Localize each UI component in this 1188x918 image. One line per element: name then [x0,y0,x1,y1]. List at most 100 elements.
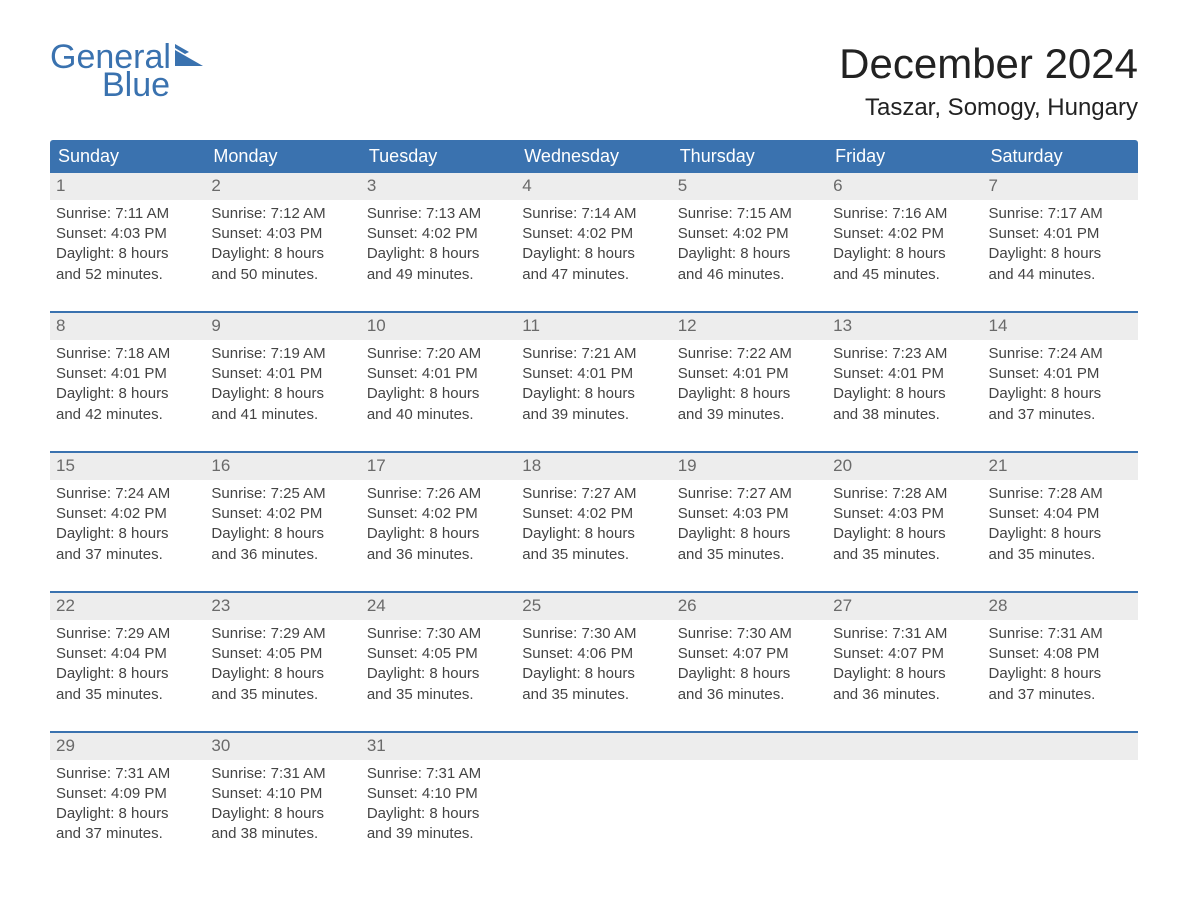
daylight-text-2: and 44 minutes. [989,265,1132,285]
day-header: Wednesday [516,140,671,173]
calendar-day: 1Sunrise: 7:11 AMSunset: 4:03 PMDaylight… [50,173,205,289]
daylight-text-2: and 35 minutes. [678,545,821,565]
calendar-day: 20Sunrise: 7:28 AMSunset: 4:03 PMDayligh… [827,453,982,569]
daylight-text-1: Daylight: 8 hours [211,244,354,264]
sunset-text: Sunset: 4:09 PM [56,784,199,804]
sunrise-text: Sunrise: 7:29 AM [211,624,354,644]
daylight-text-2: and 35 minutes. [833,545,976,565]
daylight-text-1: Daylight: 8 hours [211,384,354,404]
sunset-text: Sunset: 4:01 PM [56,364,199,384]
sunrise-text: Sunrise: 7:27 AM [522,484,665,504]
day-number [516,733,671,760]
day-number: 11 [516,313,671,340]
day-number: 20 [827,453,982,480]
daylight-text-2: and 50 minutes. [211,265,354,285]
daylight-text-1: Daylight: 8 hours [522,664,665,684]
day-details: Sunrise: 7:30 AMSunset: 4:07 PMDaylight:… [672,620,827,709]
day-number: 18 [516,453,671,480]
sunset-text: Sunset: 4:02 PM [833,224,976,244]
day-details: Sunrise: 7:15 AMSunset: 4:02 PMDaylight:… [672,200,827,289]
daylight-text-2: and 39 minutes. [678,405,821,425]
day-details: Sunrise: 7:25 AMSunset: 4:02 PMDaylight:… [205,480,360,569]
day-number: 21 [983,453,1138,480]
calendar-day: 3Sunrise: 7:13 AMSunset: 4:02 PMDaylight… [361,173,516,289]
day-details: Sunrise: 7:18 AMSunset: 4:01 PMDaylight:… [50,340,205,429]
title-block: December 2024 Taszar, Somogy, Hungary [839,40,1138,122]
calendar-day [672,733,827,849]
calendar-week: 8Sunrise: 7:18 AMSunset: 4:01 PMDaylight… [50,311,1138,429]
day-number: 26 [672,593,827,620]
day-details: Sunrise: 7:20 AMSunset: 4:01 PMDaylight:… [361,340,516,429]
calendar-day: 13Sunrise: 7:23 AMSunset: 4:01 PMDayligh… [827,313,982,429]
calendar-day: 14Sunrise: 7:24 AMSunset: 4:01 PMDayligh… [983,313,1138,429]
sunrise-text: Sunrise: 7:11 AM [56,204,199,224]
daylight-text-1: Daylight: 8 hours [678,664,821,684]
day-details: Sunrise: 7:16 AMSunset: 4:02 PMDaylight:… [827,200,982,289]
calendar-week: 29Sunrise: 7:31 AMSunset: 4:09 PMDayligh… [50,731,1138,849]
daylight-text-1: Daylight: 8 hours [989,664,1132,684]
daylight-text-1: Daylight: 8 hours [367,384,510,404]
daylight-text-2: and 42 minutes. [56,405,199,425]
sunrise-text: Sunrise: 7:31 AM [833,624,976,644]
daylight-text-2: and 36 minutes. [678,685,821,705]
day-number: 1 [50,173,205,200]
daylight-text-2: and 35 minutes. [989,545,1132,565]
calendar-day: 7Sunrise: 7:17 AMSunset: 4:01 PMDaylight… [983,173,1138,289]
day-details: Sunrise: 7:13 AMSunset: 4:02 PMDaylight:… [361,200,516,289]
daylight-text-2: and 37 minutes. [56,545,199,565]
sunset-text: Sunset: 4:02 PM [56,504,199,524]
sunset-text: Sunset: 4:01 PM [989,224,1132,244]
daylight-text-1: Daylight: 8 hours [367,804,510,824]
day-details: Sunrise: 7:29 AMSunset: 4:05 PMDaylight:… [205,620,360,709]
day-number: 27 [827,593,982,620]
daylight-text-2: and 35 minutes. [522,545,665,565]
sunrise-text: Sunrise: 7:27 AM [678,484,821,504]
daylight-text-1: Daylight: 8 hours [56,384,199,404]
daylight-text-1: Daylight: 8 hours [56,244,199,264]
calendar-week: 22Sunrise: 7:29 AMSunset: 4:04 PMDayligh… [50,591,1138,709]
day-number: 23 [205,593,360,620]
daylight-text-1: Daylight: 8 hours [678,384,821,404]
daylight-text-2: and 35 minutes. [211,685,354,705]
daylight-text-2: and 47 minutes. [522,265,665,285]
calendar-day: 18Sunrise: 7:27 AMSunset: 4:02 PMDayligh… [516,453,671,569]
daylight-text-1: Daylight: 8 hours [211,524,354,544]
day-header: Sunday [50,140,205,173]
sunset-text: Sunset: 4:03 PM [678,504,821,524]
day-details: Sunrise: 7:17 AMSunset: 4:01 PMDaylight:… [983,200,1138,289]
daylight-text-1: Daylight: 8 hours [522,524,665,544]
sunrise-text: Sunrise: 7:22 AM [678,344,821,364]
day-details: Sunrise: 7:31 AMSunset: 4:08 PMDaylight:… [983,620,1138,709]
day-number: 14 [983,313,1138,340]
daylight-text-1: Daylight: 8 hours [833,384,976,404]
sunset-text: Sunset: 4:10 PM [211,784,354,804]
day-details: Sunrise: 7:24 AMSunset: 4:01 PMDaylight:… [983,340,1138,429]
calendar-day: 25Sunrise: 7:30 AMSunset: 4:06 PMDayligh… [516,593,671,709]
daylight-text-2: and 37 minutes. [56,824,199,844]
sunrise-text: Sunrise: 7:19 AM [211,344,354,364]
day-details: Sunrise: 7:27 AMSunset: 4:02 PMDaylight:… [516,480,671,569]
sunset-text: Sunset: 4:02 PM [367,504,510,524]
day-number: 8 [50,313,205,340]
daylight-text-1: Daylight: 8 hours [367,524,510,544]
sunrise-text: Sunrise: 7:31 AM [367,764,510,784]
calendar-day: 24Sunrise: 7:30 AMSunset: 4:05 PMDayligh… [361,593,516,709]
calendar-day: 5Sunrise: 7:15 AMSunset: 4:02 PMDaylight… [672,173,827,289]
sunrise-text: Sunrise: 7:31 AM [56,764,199,784]
sunrise-text: Sunrise: 7:12 AM [211,204,354,224]
day-number: 3 [361,173,516,200]
day-number: 15 [50,453,205,480]
sunrise-text: Sunrise: 7:23 AM [833,344,976,364]
sunrise-text: Sunrise: 7:26 AM [367,484,510,504]
daylight-text-1: Daylight: 8 hours [989,384,1132,404]
sunset-text: Sunset: 4:01 PM [522,364,665,384]
day-details: Sunrise: 7:23 AMSunset: 4:01 PMDaylight:… [827,340,982,429]
calendar-day: 10Sunrise: 7:20 AMSunset: 4:01 PMDayligh… [361,313,516,429]
daylight-text-2: and 39 minutes. [367,824,510,844]
calendar-day: 30Sunrise: 7:31 AMSunset: 4:10 PMDayligh… [205,733,360,849]
daylight-text-2: and 41 minutes. [211,405,354,425]
daylight-text-2: and 35 minutes. [56,685,199,705]
sunrise-text: Sunrise: 7:24 AM [56,484,199,504]
day-number: 16 [205,453,360,480]
day-details: Sunrise: 7:31 AMSunset: 4:10 PMDaylight:… [205,760,360,849]
